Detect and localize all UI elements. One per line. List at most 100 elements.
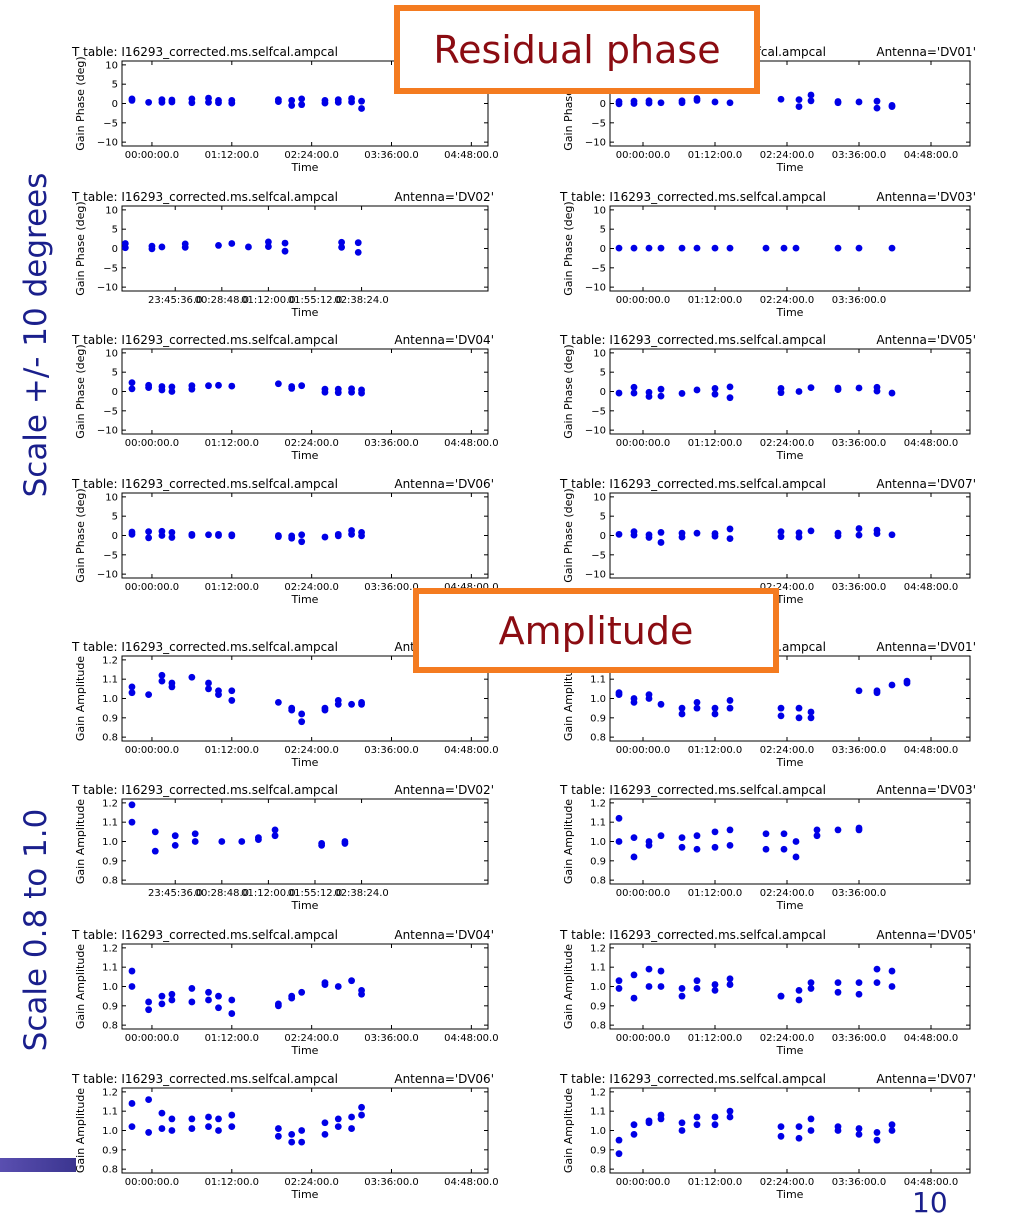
y-tick-label: 0.9 — [102, 1145, 118, 1156]
x-tick-label: 02:24:00.0 — [284, 745, 338, 756]
data-point — [726, 394, 734, 402]
data-point — [777, 1132, 785, 1140]
data-point — [215, 992, 222, 1000]
data-point — [358, 105, 365, 112]
data-point — [807, 91, 815, 99]
data-point — [807, 1127, 815, 1134]
data-point — [215, 1004, 222, 1012]
data-point — [158, 677, 166, 685]
data-point — [693, 698, 701, 706]
x-tick-label: 01:12:00.0 — [241, 295, 295, 306]
data-point — [298, 1127, 306, 1134]
data-point — [903, 679, 911, 687]
y-tick-label: −5 — [103, 550, 118, 561]
data-point — [281, 239, 289, 247]
data-point — [873, 689, 881, 697]
data-point — [298, 1138, 306, 1146]
data-point — [288, 385, 296, 392]
data-point — [145, 528, 153, 536]
y-tick-label: 1.0 — [102, 982, 118, 993]
data-point — [188, 673, 196, 681]
x-tick-label: 00:00:00.0 — [125, 582, 179, 593]
data-point — [188, 998, 196, 1006]
data-point — [762, 845, 770, 853]
y-tick-label: −10 — [97, 138, 118, 149]
data-point — [678, 1127, 686, 1134]
x-axis-label: Time — [291, 899, 319, 912]
data-point — [777, 1123, 785, 1131]
x-axis-label: Time — [291, 161, 319, 174]
x-tick-label: 01:12:00.0 — [205, 582, 259, 593]
panel-antenna-label: Antenna='DV05' — [876, 333, 976, 347]
data-point — [158, 1000, 166, 1008]
data-point — [228, 697, 236, 704]
data-point — [228, 99, 236, 107]
y-axis-label: Gain Phase (deg) — [562, 344, 575, 438]
x-tick-label: 00:28:48.0 — [195, 888, 249, 899]
x-tick-label: 00:00:00.0 — [616, 1177, 670, 1188]
data-point — [711, 244, 719, 252]
y-tick-label: 1.2 — [590, 1087, 606, 1098]
y-tick-label: 5 — [112, 225, 118, 236]
x-tick-label: 02:24:00.0 — [760, 745, 814, 756]
data-point — [795, 96, 803, 104]
data-point — [678, 390, 686, 397]
y-tick-label: 0.8 — [102, 1021, 118, 1032]
data-point — [657, 392, 665, 400]
x-tick-label: 01:12:00.0 — [205, 1177, 259, 1188]
x-axis-label: Time — [776, 1188, 804, 1201]
panel-antenna-label: Antenna='DV01' — [876, 640, 976, 654]
x-tick-label: 01:12:00.0 — [688, 1177, 742, 1188]
x-tick-label: 04:48:00.0 — [904, 1177, 958, 1188]
residual-phase-callout: Residual phase — [394, 5, 760, 94]
data-point — [678, 985, 686, 992]
data-point — [128, 1100, 136, 1107]
data-point — [298, 538, 306, 546]
data-point — [777, 95, 785, 103]
data-point — [338, 238, 345, 246]
data-point — [834, 988, 842, 996]
x-tick-label: 01:12:00.0 — [688, 888, 742, 899]
data-point — [168, 996, 176, 1004]
data-point — [873, 530, 881, 537]
panel-title: T table: I16293_corrected.ms.selfcal.amp… — [559, 928, 826, 942]
data-point — [777, 533, 785, 541]
data-point — [358, 1103, 365, 1111]
data-point — [645, 695, 653, 702]
y-tick-label: 1.2 — [102, 798, 118, 809]
data-point — [813, 826, 821, 834]
data-point — [657, 967, 665, 975]
data-point — [181, 243, 189, 251]
x-tick-label: 01:12:00.0 — [688, 295, 742, 306]
y-tick-label: 0.9 — [102, 856, 118, 867]
panel-antenna-label: Antenna='DV07' — [876, 1072, 976, 1086]
x-tick-label: 03:36:00.0 — [832, 1033, 886, 1044]
data-point — [780, 830, 788, 838]
x-tick-label: 01:55:12.0 — [288, 888, 342, 899]
x-tick-label: 01:12:00.0 — [205, 1033, 259, 1044]
data-point — [726, 704, 734, 712]
y-tick-label: −5 — [591, 118, 606, 129]
y-tick-label: 5 — [600, 512, 606, 523]
panel-antenna-label: Antenna='DV03' — [876, 783, 976, 797]
y-tick-label: 1.1 — [102, 675, 118, 686]
data-point — [145, 1006, 153, 1014]
data-point — [711, 704, 719, 712]
data-point — [168, 529, 176, 536]
amplitude-scale-label: Scale 0.8 to 1.0 — [18, 808, 54, 1052]
data-point — [834, 99, 842, 107]
data-point — [645, 244, 653, 252]
data-point — [215, 1127, 222, 1134]
data-point — [630, 853, 638, 861]
panel-title: T table: I16293_corrected.ms.selfcal.amp… — [71, 45, 338, 59]
axes-frame — [609, 492, 971, 579]
data-point — [855, 98, 863, 106]
panel-antenna-label: Antenna='DV02' — [394, 783, 494, 797]
data-point — [145, 691, 153, 699]
data-point — [128, 967, 136, 975]
data-point — [298, 718, 306, 726]
data-point — [792, 244, 800, 252]
y-tick-label: 1.2 — [102, 655, 118, 666]
panel-antenna-label: Antenna='DV02' — [394, 190, 494, 204]
